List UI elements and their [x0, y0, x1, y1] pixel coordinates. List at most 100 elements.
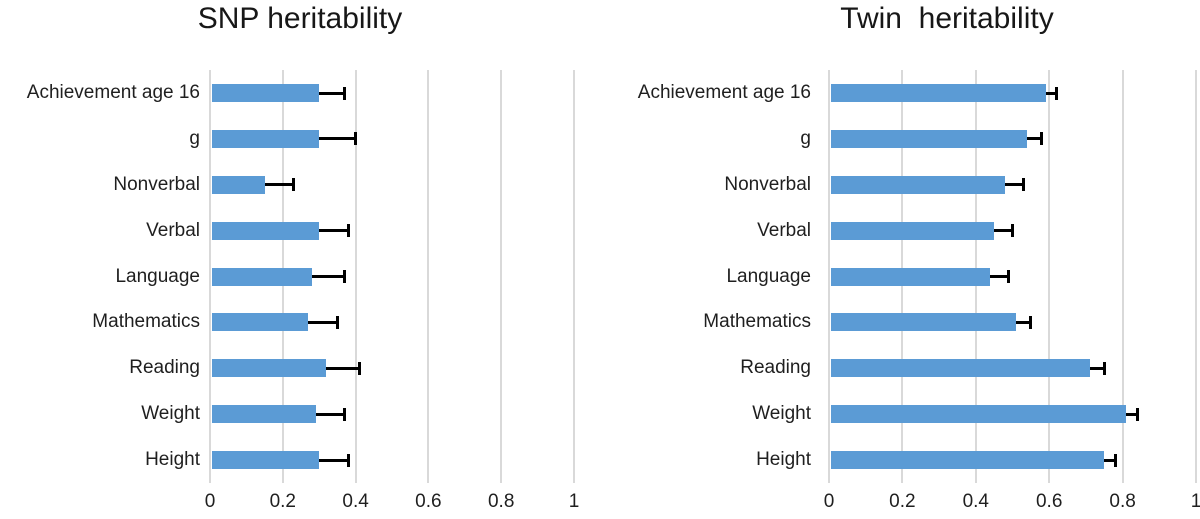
bar	[212, 84, 320, 102]
bar	[831, 267, 991, 286]
error-whisker	[1104, 458, 1116, 462]
chart-title: Twin heritability	[840, 2, 1054, 35]
error-cap	[1022, 178, 1025, 192]
x-tick-label: 0.8	[487, 491, 515, 512]
bar	[212, 451, 320, 469]
error-whisker	[264, 183, 294, 187]
bar	[212, 221, 320, 240]
category-label: Mathematics	[703, 311, 811, 333]
bar	[212, 175, 265, 194]
x-tick-label: 0.4	[962, 491, 989, 512]
error-cap	[1102, 361, 1106, 375]
gridline	[1121, 70, 1124, 483]
category-label: Height	[145, 449, 200, 470]
error-cap	[1007, 270, 1011, 283]
error-whisker	[319, 137, 356, 141]
category-label: Language	[726, 265, 811, 287]
bar	[212, 405, 316, 424]
gridline	[828, 70, 830, 483]
error-cap	[1011, 224, 1014, 238]
error-whisker	[990, 275, 1009, 278]
chart-twin-heritability: Twin heritability Achievement age 16 g Non…	[600, 0, 1200, 519]
error-whisker	[308, 320, 338, 324]
bar	[831, 313, 1017, 332]
bar	[831, 129, 1028, 148]
error-whisker	[319, 458, 349, 462]
category-label: g	[189, 127, 200, 149]
category-label: Language	[115, 265, 200, 287]
gridline	[427, 70, 430, 483]
gridline	[354, 70, 357, 483]
error-whisker	[1045, 91, 1057, 95]
category-label: Reading	[740, 357, 811, 379]
category-label: Weight	[752, 403, 811, 425]
error-cap	[346, 224, 350, 238]
x-tick-label: 0	[823, 491, 835, 512]
bar	[212, 267, 312, 286]
gridline	[573, 70, 575, 483]
x-tick-label: 1	[568, 491, 580, 512]
category-label: Nonverbal	[113, 173, 200, 195]
error-cap	[335, 315, 339, 329]
bar	[831, 221, 995, 240]
category-label: Verbal	[146, 219, 200, 241]
error-whisker	[1126, 412, 1138, 416]
error-cap	[1055, 86, 1059, 100]
gridline	[500, 70, 503, 483]
x-tick-label: 0.2	[269, 491, 296, 512]
error-cap	[1029, 315, 1033, 329]
error-whisker	[311, 275, 345, 278]
error-whisker	[1027, 137, 1042, 141]
chart-title: SNP heritability	[197, 2, 403, 35]
category-label: Height	[756, 449, 811, 470]
gridline	[1195, 70, 1197, 483]
plot-area: 0 0.2 0.4 0.6 0.8 1	[824, 70, 1200, 512]
bar	[831, 175, 1006, 194]
bar	[212, 313, 309, 332]
x-tick-label: 0.2	[889, 491, 916, 512]
x-tick-label: 1	[1190, 491, 1200, 512]
chart-snp-heritability: SNP heritability Achievement age 16 g Nonv…	[0, 0, 580, 519]
category-label: Weight	[141, 403, 200, 425]
error-whisker	[1005, 183, 1024, 187]
category-label: Nonverbal	[724, 173, 811, 195]
x-tick-label: 0.8	[1109, 491, 1136, 512]
category-label: Mathematics	[92, 311, 200, 333]
bar	[831, 84, 1046, 102]
category-label: g	[800, 127, 811, 149]
category-label: Achievement age 16	[26, 82, 200, 103]
category-label: Achievement age 16	[637, 82, 811, 103]
x-tick-label: 0.6	[1035, 491, 1063, 512]
bar	[831, 359, 1090, 378]
bar	[831, 405, 1127, 424]
error-whisker	[1016, 320, 1031, 324]
error-whisker	[326, 366, 360, 370]
bar	[212, 359, 327, 378]
category-label: Reading	[129, 357, 200, 379]
error-cap	[292, 178, 296, 192]
error-cap	[343, 270, 347, 283]
error-cap	[1135, 407, 1139, 421]
error-whisker	[315, 412, 345, 416]
error-cap	[354, 132, 358, 146]
category-labels: Achievement age 16 g Nonverbal Verbal Langua…	[0, 0, 200, 519]
gridline	[1048, 70, 1051, 483]
bar	[212, 129, 320, 148]
bar	[831, 451, 1105, 469]
gridline	[209, 70, 211, 483]
error-whisker	[319, 91, 345, 95]
plot-area: 0 0.2 0.4 0.6 0.8 1	[205, 70, 579, 512]
x-tick-label: 0.6	[415, 491, 442, 512]
error-cap	[346, 453, 350, 467]
error-cap	[343, 86, 347, 100]
x-tick-label: 0.4	[342, 491, 369, 512]
error-whisker	[319, 229, 349, 233]
error-whisker	[1089, 366, 1105, 370]
error-cap	[1040, 132, 1044, 146]
error-cap	[357, 361, 361, 375]
error-cap	[1113, 453, 1117, 467]
error-cap	[343, 407, 347, 421]
error-whisker	[994, 229, 1013, 233]
x-tick-label: 0	[204, 491, 216, 512]
category-label: Verbal	[757, 219, 811, 241]
